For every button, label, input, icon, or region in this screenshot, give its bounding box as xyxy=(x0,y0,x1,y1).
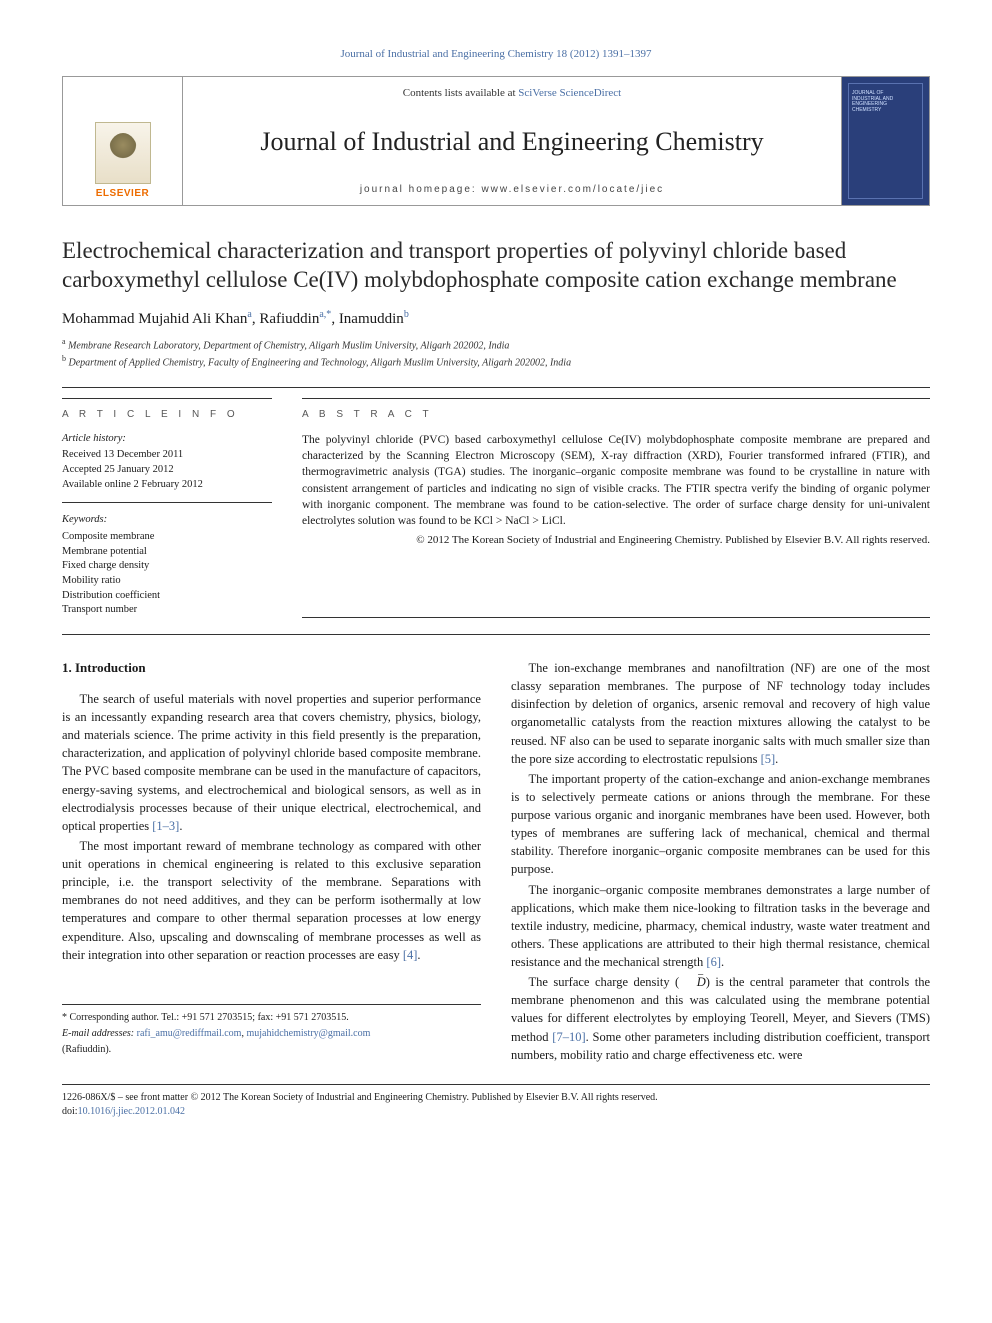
keyword: Composite membrane xyxy=(62,530,272,545)
cover-thumb-text: JOURNAL OFINDUSTRIAL ANDENGINEERINGCHEMI… xyxy=(852,91,893,113)
title-rule xyxy=(62,387,930,388)
article-info-label: A R T I C L E I N F O xyxy=(62,409,272,420)
doi-link[interactable]: 10.1016/j.jiec.2012.01.042 xyxy=(78,1106,186,1117)
title-block: Electrochemical characterization and tra… xyxy=(62,236,930,371)
author-list: Mohammad Mujahid Ali Khana, Rafiuddina,*… xyxy=(62,309,930,328)
abstract-copyright: © 2012 The Korean Society of Industrial … xyxy=(302,534,930,546)
author-2: Rafiuddin xyxy=(259,311,319,327)
body-para: The most important reward of membrane te… xyxy=(62,837,481,964)
publisher-logo-cell: ELSEVIER xyxy=(63,77,183,205)
affiliation-a: Membrane Research Laboratory, Department… xyxy=(68,340,509,351)
author-1-aff[interactable]: a xyxy=(247,309,251,320)
masthead-center: Contents lists available at SciVerse Sci… xyxy=(183,77,841,205)
info-abstract-grid: A R T I C L E I N F O Article history: R… xyxy=(62,398,930,619)
corr-email-2[interactable]: mujahidchemistry@gmail.com xyxy=(246,1028,370,1039)
para-text: The ion-exchange membranes and nanofiltr… xyxy=(511,661,930,766)
journal-name: Journal of Industrial and Engineering Ch… xyxy=(191,127,833,157)
author-1: Mohammad Mujahid Ali Khan xyxy=(62,311,247,327)
history-online: Available online 2 February 2012 xyxy=(62,478,272,493)
history-accepted: Accepted 25 January 2012 xyxy=(62,463,272,478)
publisher-label: ELSEVIER xyxy=(96,188,149,199)
journal-cover-thumb: JOURNAL OFINDUSTRIAL ANDENGINEERINGCHEMI… xyxy=(841,77,929,205)
mid-rule xyxy=(62,634,930,635)
abstract-label: A B S T R A C T xyxy=(302,409,930,420)
author-3: Inamuddin xyxy=(339,311,404,327)
contents-prefix: Contents lists available at xyxy=(403,87,518,99)
page-footer: 1226-086X/$ – see front matter © 2012 Th… xyxy=(62,1084,930,1119)
homepage-line: journal homepage: www.elsevier.com/locat… xyxy=(191,184,833,195)
corr-email-1[interactable]: rafi_amu@rediffmail.com xyxy=(137,1028,242,1039)
citation-link[interactable]: [4] xyxy=(403,948,418,962)
body-para: The surface charge density (D) is the ce… xyxy=(511,973,930,1064)
footer-copyright: 1226-086X/$ – see front matter © 2012 Th… xyxy=(62,1091,930,1105)
homepage-label: journal homepage: xyxy=(360,184,482,195)
footer-doi-line: doi:10.1016/j.jiec.2012.01.042 xyxy=(62,1105,930,1119)
article-title: Electrochemical characterization and tra… xyxy=(62,236,930,295)
doi-label: doi: xyxy=(62,1106,78,1117)
citation-link[interactable]: [7–10] xyxy=(552,1030,585,1044)
citation-link[interactable]: [5] xyxy=(761,752,776,766)
para-text: The most important reward of membrane te… xyxy=(62,839,481,962)
corr-emails: E-mail addresses: rafi_amu@rediffmail.co… xyxy=(62,1027,481,1041)
contents-list-line: Contents lists available at SciVerse Sci… xyxy=(191,87,833,99)
corr-line: * Corresponding author. Tel.: +91 571 27… xyxy=(62,1011,481,1025)
citation-link[interactable]: [1–3] xyxy=(152,819,179,833)
keyword: Transport number xyxy=(62,603,272,618)
email-label: E-mail addresses: xyxy=(62,1028,137,1039)
article-info-column: A R T I C L E I N F O Article history: R… xyxy=(62,398,272,619)
abstract-text: The polyvinyl chloride (PVC) based carbo… xyxy=(302,432,930,530)
journal-masthead: ELSEVIER Contents lists available at Sci… xyxy=(62,76,930,206)
abstract-column: A B S T R A C T The polyvinyl chloride (… xyxy=(302,398,930,619)
history-received: Received 13 December 2011 xyxy=(62,448,272,463)
elsevier-tree-icon xyxy=(95,122,151,184)
citation-link[interactable]: [6] xyxy=(706,955,721,969)
para-text: The search of useful materials with nove… xyxy=(62,692,481,833)
sciencedirect-link[interactable]: SciVerse ScienceDirect xyxy=(518,87,621,99)
corr-owner: (Rafiuddin). xyxy=(62,1043,481,1057)
keyword: Fixed charge density xyxy=(62,559,272,574)
keywords-block: Keywords: Composite membrane Membrane po… xyxy=(62,513,272,618)
history-block: Article history: Received 13 December 20… xyxy=(62,432,272,504)
keyword: Distribution coefficient xyxy=(62,589,272,604)
history-head: Article history: xyxy=(62,432,272,447)
author-2-aff[interactable]: a,* xyxy=(319,309,331,320)
affiliations: a Membrane Research Laboratory, Departme… xyxy=(62,336,930,371)
running-head: Journal of Industrial and Engineering Ch… xyxy=(62,48,930,60)
para-text: The inorganic–organic composite membrane… xyxy=(511,883,930,970)
body-para: The inorganic–organic composite membrane… xyxy=(511,881,930,972)
body-para: The important property of the cation-exc… xyxy=(511,770,930,879)
keywords-head: Keywords: xyxy=(62,513,272,528)
body-two-column: 1. Introduction The search of useful mat… xyxy=(62,659,930,1064)
para-text: The surface charge density ( xyxy=(529,975,680,989)
homepage-url[interactable]: www.elsevier.com/locate/jiec xyxy=(481,184,664,195)
section-heading-intro: 1. Introduction xyxy=(62,659,481,678)
keyword: Mobility ratio xyxy=(62,574,272,589)
body-para: The ion-exchange membranes and nanofiltr… xyxy=(511,659,930,768)
corresponding-author-block: * Corresponding author. Tel.: +91 571 27… xyxy=(62,1004,481,1057)
affiliation-b: Department of Applied Chemistry, Faculty… xyxy=(69,358,572,369)
running-head-link[interactable]: Journal of Industrial and Engineering Ch… xyxy=(340,48,651,60)
body-para: The search of useful materials with nove… xyxy=(62,690,481,835)
author-3-aff[interactable]: b xyxy=(404,309,409,320)
keyword: Membrane potential xyxy=(62,545,272,560)
math-symbol-dbar: D xyxy=(679,973,706,991)
